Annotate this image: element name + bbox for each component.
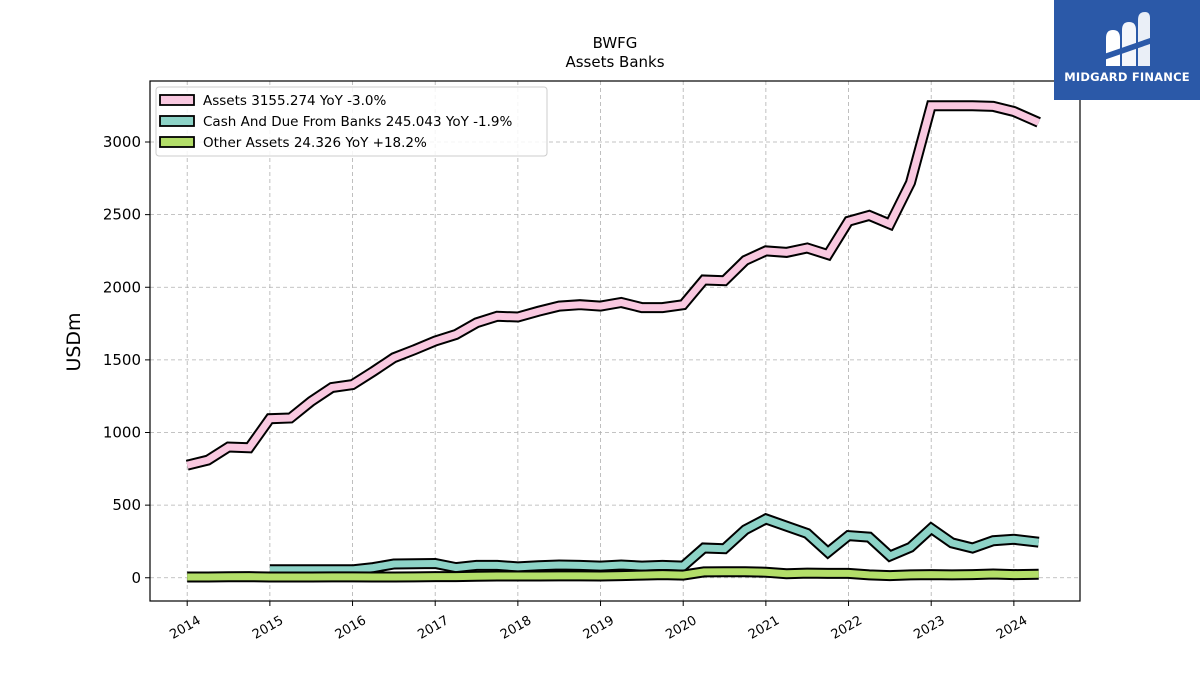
chart-title: BWFG bbox=[593, 34, 638, 52]
x-tick-label: 2020 bbox=[663, 613, 699, 643]
series-line-assets bbox=[186, 102, 1041, 469]
legend-swatch-other-assets bbox=[159, 136, 195, 148]
legend-label-other-assets: Other Assets 24.326 YoY +18.2% bbox=[203, 135, 427, 151]
x-tick-label: 2021 bbox=[746, 613, 782, 643]
x-tick-label: 2023 bbox=[911, 613, 947, 643]
x-tick-label: 2024 bbox=[994, 613, 1030, 643]
y-tick-label: 2500 bbox=[103, 206, 141, 224]
logo-text: MIDGARD FINANCE bbox=[1064, 70, 1190, 84]
midgard-finance-logo: MIDGARD FINANCE bbox=[1054, 0, 1200, 100]
x-tick-label: 2016 bbox=[333, 613, 369, 643]
y-tick-label: 1000 bbox=[103, 424, 141, 442]
y-tick-label: 3000 bbox=[103, 133, 141, 151]
y-tick-label: 2000 bbox=[103, 278, 141, 296]
x-tick-label: 2017 bbox=[415, 613, 451, 643]
legend-label-assets: Assets 3155.274 YoY -3.0% bbox=[203, 93, 387, 109]
legend-swatch-cash-and-due-from-banks bbox=[159, 115, 195, 127]
grid bbox=[150, 81, 1080, 601]
x-tick-label: 2018 bbox=[498, 613, 534, 643]
series-line-cash-and-due-from-banks bbox=[269, 515, 1040, 574]
series-line-other-assets bbox=[187, 568, 1039, 581]
x-tick-label: 2019 bbox=[581, 613, 617, 643]
series-layer bbox=[185, 100, 1041, 583]
y-tick-label: 0 bbox=[131, 569, 141, 587]
x-tick-label: 2015 bbox=[250, 613, 286, 643]
x-axis: 2014 2015 2016 2017 2018 2019 2020 2021 2022 2023… bbox=[167, 601, 1030, 643]
legend-label-cash-and-due-from-banks: Cash And Due From Banks 245.043 YoY -1.9… bbox=[203, 114, 512, 130]
y-axis-label: USDm bbox=[63, 312, 85, 371]
y-tick-label: 1500 bbox=[103, 351, 141, 369]
legend-box bbox=[155, 86, 548, 157]
chart-subtitle: Assets Banks bbox=[565, 53, 664, 71]
y-tick-label: 500 bbox=[112, 496, 141, 514]
legend: Assets 3155.274 YoY -3.0% Cash And Due Fr… bbox=[155, 86, 548, 157]
y-axis: 0 500 1000 1500 2000 2500 3000 bbox=[103, 133, 150, 587]
x-tick-label: 2014 bbox=[167, 613, 203, 643]
series-outline-assets bbox=[185, 100, 1041, 471]
legend-swatch-assets bbox=[159, 94, 195, 106]
plot-frame bbox=[149, 80, 1081, 602]
x-tick-label: 2022 bbox=[829, 613, 865, 643]
midgard-logo-icon bbox=[1104, 12, 1150, 66]
